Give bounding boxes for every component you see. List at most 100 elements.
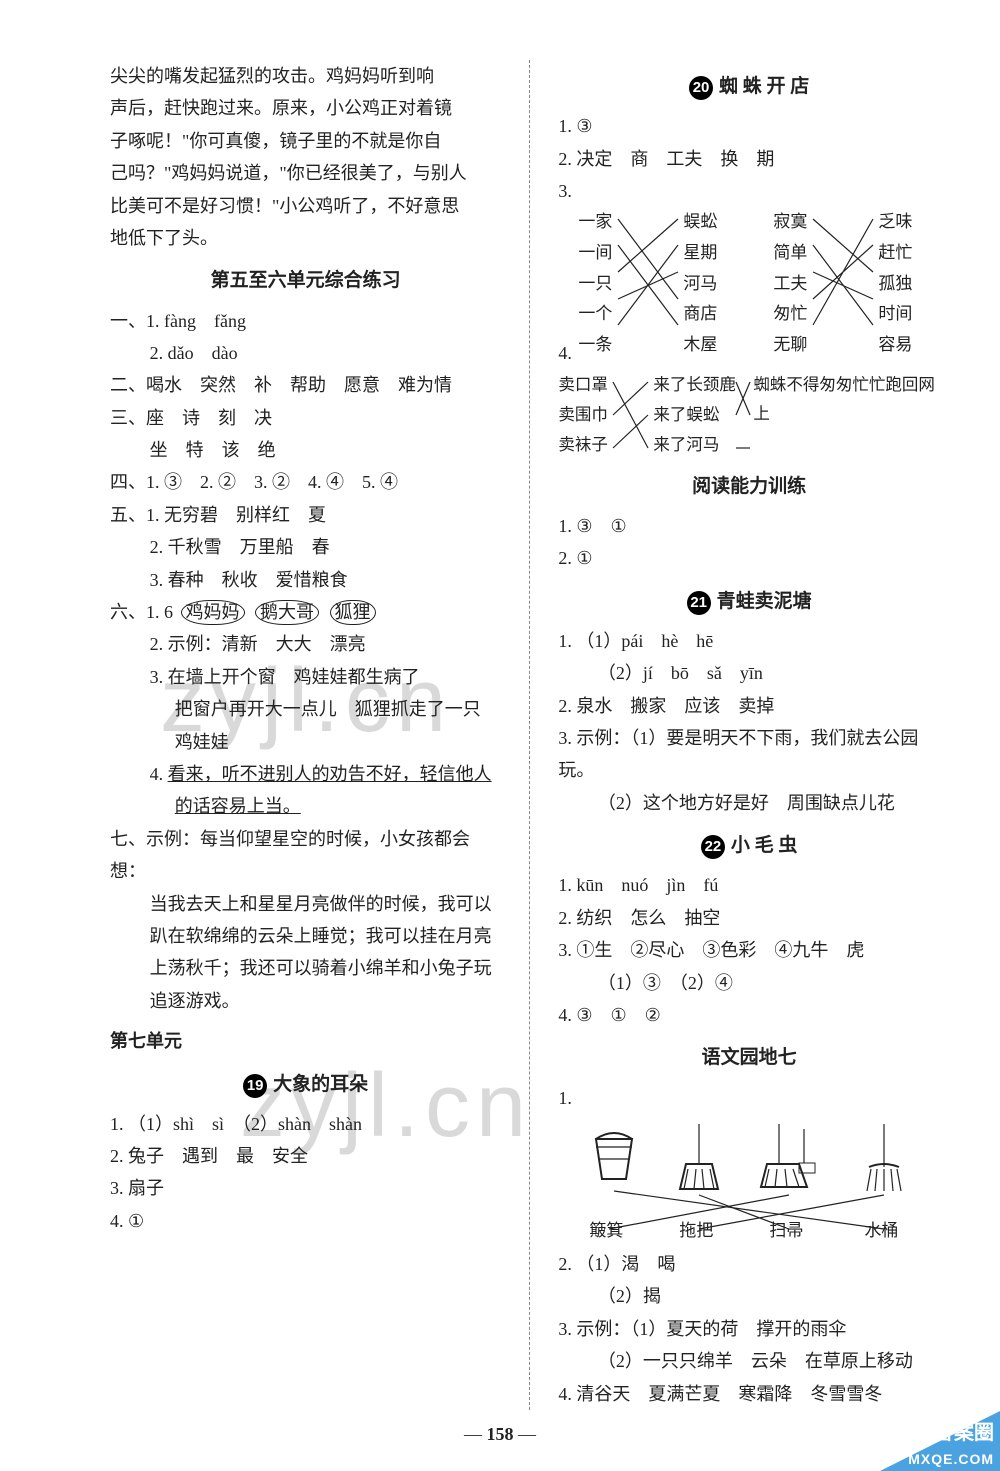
l22-3b: （1）③ （2）④: [558, 967, 940, 999]
tools-diagram: 簸箕 拖把 扫帚 水桶: [558, 1118, 940, 1248]
lesson-badge: 22: [701, 835, 725, 859]
story-line: 比美可不是好习惯！"小公鸡听了，不好意思: [110, 190, 501, 222]
lesson-name: 小 毛 虫: [731, 835, 798, 856]
circled-word: 鹅大哥: [255, 600, 319, 625]
q3-line2: 坐 特 该 绝: [110, 434, 501, 466]
circled-word: 鸡妈妈: [181, 600, 245, 625]
l20-2: 2. 决定 商 工夫 换 期: [558, 143, 940, 175]
story-line: 声后，赶快跑过来。原来，小公鸡正对着镜: [110, 92, 501, 124]
text: 1. fàng fǎng: [146, 311, 246, 331]
q6: 六、1. 6 鸡妈妈 鹅大哥 狐狸: [110, 596, 501, 628]
l22-4: 4. ③ ① ②: [558, 999, 940, 1031]
q7-line3: 趴在软绵绵的云朵上睡觉；我可以挂在月亮: [110, 920, 501, 952]
tool-label: 扫帚: [769, 1216, 803, 1247]
q1-line2: 2. dǎo dào: [110, 337, 501, 369]
l19-3: 3. 扇子: [110, 1172, 501, 1204]
l21-1a: 1. （1）pái hè hē: [558, 625, 940, 657]
tool-label: 水桶: [864, 1216, 898, 1247]
text: 喝水 突然 补 帮助 愿意 难为情: [146, 375, 452, 395]
page: 尖尖的嘴发起猛烈的攻击。鸡妈妈听到响 声后，赶快跑过来。原来，小公鸡正对着镜 子…: [0, 0, 1000, 1450]
reading-2: 2. ①: [558, 542, 940, 574]
l19-1: 1. （1）shì sì （2）shàn shàn: [110, 1108, 501, 1140]
story-line: 己吗？"鸡妈妈说道，"你已经很美了，与别人: [110, 157, 501, 189]
label: 一、: [110, 311, 146, 331]
corner-badge: 答案圈 MXQE.COM: [880, 1411, 1000, 1471]
section-title: 第五至六单元综合练习: [110, 264, 501, 298]
text: 示例：每当仰望星空的时候，小女孩都会想：: [110, 829, 470, 881]
text: 1. ③ 2. ② 3. ② 4. ④ 5. ④: [146, 472, 398, 492]
match-diagram: 一家 一间 一只 一个 一条 蜈蚣 星期 河马 商店 木屋 寂寞 简单 工夫 匆…: [558, 207, 940, 337]
text: 1. 6: [146, 602, 173, 622]
l21-2: 2. 泉水 搬家 应该 卖掉: [558, 690, 940, 722]
l19-2: 2. 兔子 遇到 最 安全: [110, 1140, 501, 1172]
label: 七、: [110, 829, 146, 849]
garden-4: 4. 清谷天 夏满芒夏 寒霜降 冬雪雪冬: [558, 1378, 940, 1410]
label: 三、: [110, 408, 146, 428]
page-number-value: 158: [487, 1424, 514, 1444]
tool-label: 拖把: [679, 1216, 713, 1247]
right-column: 20 蜘 蛛 开 店 1. ③ 2. 决定 商 工夫 换 期 3. 一家 一间 一…: [558, 60, 940, 1410]
q6-line2: 2. 示例：清新 大大 漂亮: [110, 628, 501, 660]
label: 二、: [110, 375, 146, 395]
lesson-name: 蜘 蛛 开 店: [719, 76, 809, 97]
q6-line3c: 鸡娃娃: [110, 726, 501, 758]
q6-line3b: 把窗户再开大一点儿 狐狸抓走了一只: [110, 693, 501, 725]
q5-line2: 2. 千秋雪 万里船 春: [110, 531, 501, 563]
corner-top: 答案圈: [934, 1416, 994, 1445]
label: 四、: [110, 472, 146, 492]
garden-3b: （2）一只只绵羊 云朵 在草原上移动: [558, 1345, 940, 1377]
corner-bottom: MXQE.COM: [908, 1451, 994, 1467]
story-paragraph: 尖尖的嘴发起猛烈的攻击。鸡妈妈听到响 声后，赶快跑过来。原来，小公鸡正对着镜 子…: [110, 60, 501, 254]
l22-1: 1. kūn nuó jìn fú: [558, 869, 940, 901]
l21-3b: （2）这个地方好是好 周围缺点儿花: [558, 787, 940, 819]
bracket-diagram: 卖口罩 卖围巾 卖袜子 来了长颈鹿 来了蜈蚣 来了河马 蜘蛛不得匆匆忙忙跑回网上: [558, 370, 940, 460]
underlined-text: 的话容易上当。: [175, 796, 301, 816]
unit7-title: 第七单元: [110, 1025, 501, 1057]
story-line: 地低下了头。: [110, 222, 501, 254]
q1: 一、1. fàng fǎng: [110, 305, 501, 337]
circled-word: 狐狸: [330, 600, 376, 625]
l21-3a: 3. 示例：（1）要是明天不下雨，我们就去公园玩。: [558, 722, 940, 787]
lesson22-title: 22 小 毛 虫: [558, 829, 940, 863]
q2: 二、喝水 突然 补 帮助 愿意 难为情: [110, 369, 501, 401]
q7: 七、示例：每当仰望星空的时候，小女孩都会想：: [110, 823, 501, 888]
lesson19-title: 19 大象的耳朵: [110, 1068, 501, 1102]
page-number: — 158 —: [0, 1424, 1000, 1445]
match-lines: [558, 207, 953, 337]
reading-1: 1. ③ ①: [558, 510, 940, 542]
q5-line3: 3. 春种 秋收 爱惜粮食: [110, 564, 501, 596]
lesson21-title: 21 青蛙卖泥塘: [558, 585, 940, 619]
garden-2a: 2. （1）渴 喝: [558, 1248, 940, 1280]
lesson-badge: 19: [243, 1074, 267, 1098]
q7-line2: 当我去天上和星星月亮做伴的时候，我可以: [110, 888, 501, 920]
text: 座 诗 刻 决: [146, 408, 272, 428]
garden-title: 语文园地七: [558, 1041, 940, 1075]
lesson-badge: 21: [687, 591, 711, 615]
label: 六、: [110, 602, 146, 622]
story-line: 子啄呢！"你可真傻，镜子里的不就是你自: [110, 125, 501, 157]
q3: 三、座 诗 刻 决: [110, 402, 501, 434]
label: 五、: [110, 505, 146, 525]
l20-3-label: 3.: [558, 175, 940, 207]
reading-title: 阅读能力训练: [558, 470, 940, 504]
q6-line4: 4. 看来，听不进别人的劝告不好，轻信他人: [110, 758, 501, 790]
q5: 五、1. 无穷碧 别样红 夏: [110, 499, 501, 531]
q7-line4: 上荡秋千；我还可以骑着小绵羊和小兔子玩: [110, 952, 501, 984]
q7-line5: 追逐游戏。: [110, 985, 501, 1017]
bracket-lines: [558, 370, 953, 460]
l19-4: 4. ①: [110, 1205, 501, 1237]
story-line: 尖尖的嘴发起猛烈的攻击。鸡妈妈听到响: [110, 60, 501, 92]
q4: 四、1. ③ 2. ② 3. ② 4. ④ 5. ④: [110, 466, 501, 498]
l20-1: 1. ③: [558, 110, 940, 142]
lesson-name: 青蛙卖泥塘: [717, 591, 812, 612]
underlined-text: 看来，听不进别人的劝告不好，轻信他人: [168, 764, 492, 784]
garden-1-label: 1.: [558, 1082, 940, 1114]
text: 1. 无穷碧 别样红 夏: [146, 505, 326, 525]
l21-1b: （2）jí bō sǎ yīn: [558, 657, 940, 689]
l22-3a: 3. ①生 ②尽心 ③色彩 ④九牛 虎: [558, 934, 940, 966]
lesson-name: 大象的耳朵: [273, 1074, 368, 1095]
q6-line3a: 3. 在墙上开个窗 鸡娃娃都生病了: [110, 661, 501, 693]
l22-2: 2. 纺织 怎么 抽空: [558, 902, 940, 934]
lesson-badge: 20: [689, 76, 713, 100]
garden-3a: 3. 示例：（1）夏天的荷 撑开的雨伞: [558, 1313, 940, 1345]
